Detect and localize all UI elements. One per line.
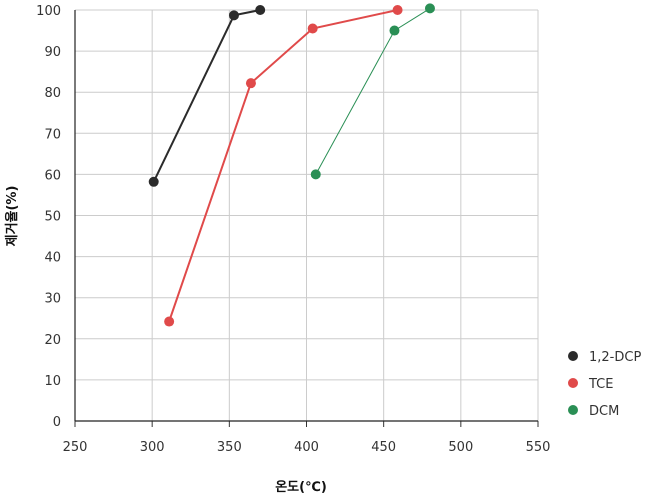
series-1,2-DCP — [148, 5, 266, 187]
legend-label: 1,2-DCP — [589, 350, 641, 365]
y-tick-label: 30 — [44, 292, 61, 307]
series-line — [315, 7, 431, 175]
x-tick-label: 250 — [63, 440, 88, 455]
y-axis-title: 제거율(%) — [4, 186, 20, 247]
series-line — [168, 9, 398, 322]
data-point — [310, 169, 321, 180]
y-tick-label: 10 — [44, 374, 61, 389]
series-line — [152, 9, 261, 183]
data-point — [245, 78, 256, 89]
legend-item: TCE — [568, 377, 613, 392]
data-point — [148, 176, 159, 187]
x-tick-label: 450 — [371, 440, 396, 455]
series-TCE — [164, 5, 403, 327]
y-tick-label: 80 — [44, 86, 61, 101]
x-tick-label: 500 — [448, 440, 473, 455]
x-tick-label: 550 — [526, 440, 551, 455]
y-tick-label: 100 — [36, 4, 61, 19]
data-point — [307, 23, 318, 34]
legend-marker — [568, 351, 578, 361]
grid — [75, 9, 539, 421]
legend-label: TCE — [588, 377, 613, 392]
legend-label: DCM — [589, 404, 619, 419]
y-tick-label: 20 — [44, 333, 61, 348]
y-tick-label: 40 — [44, 251, 61, 266]
x-tick-labels: 250 300 350 400 450 500 550 — [63, 440, 551, 455]
y-tick-label: 50 — [44, 210, 61, 225]
legend-item: 1,2-DCP — [568, 350, 641, 365]
data-point — [228, 10, 239, 21]
legend-item: DCM — [568, 404, 619, 419]
data-point — [255, 5, 266, 15]
x-axis-title: 온도(℃) — [275, 480, 327, 495]
y-tick-label: 60 — [44, 168, 61, 183]
data-point — [164, 316, 175, 327]
y-tick-label: 70 — [44, 127, 61, 142]
legend-marker — [568, 405, 578, 415]
y-tick-label: 90 — [44, 45, 61, 60]
data-point — [392, 5, 403, 15]
axes — [74, 10, 539, 427]
x-tick-label: 400 — [294, 440, 319, 455]
y-tick-label: 0 — [53, 415, 61, 430]
series-layer — [148, 3, 435, 327]
series-DCM — [310, 3, 435, 180]
data-point — [389, 25, 400, 36]
y-tick-labels: 0 10 20 30 40 50 60 70 80 90 100 — [36, 4, 61, 430]
x-tick-label: 350 — [217, 440, 242, 455]
data-point — [424, 3, 435, 14]
legend-marker — [568, 378, 578, 388]
legend: 1,2-DCP TCE DCM — [568, 350, 641, 419]
x-tick-label: 300 — [140, 440, 165, 455]
